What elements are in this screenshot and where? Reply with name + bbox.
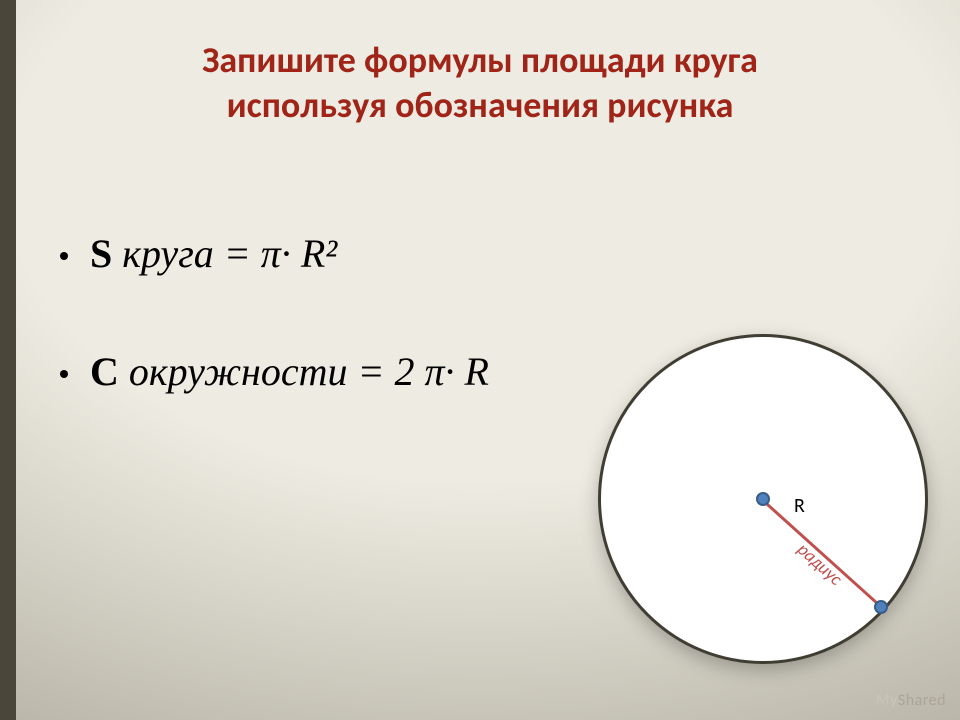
watermark-part1: My bbox=[876, 691, 898, 710]
list-item: S круга = π· R² bbox=[60, 230, 489, 278]
formula-area: S круга = π· R² bbox=[90, 230, 337, 278]
watermark-part2: Shared bbox=[898, 691, 946, 710]
R-label: R bbox=[794, 494, 805, 518]
slide-title: Запишите формулы площади круга используя… bbox=[0, 38, 960, 128]
bullet-list: S круга = π· R² C окружности = 2 π· R bbox=[60, 230, 489, 466]
slide: Запишите формулы площади круга используя… bbox=[0, 0, 960, 720]
list-item: C окружности = 2 π· R bbox=[60, 348, 489, 396]
formula-circumference: C окружности = 2 π· R bbox=[90, 348, 489, 396]
title-line-2: используя обозначения рисунка bbox=[227, 83, 734, 127]
center-point-icon bbox=[756, 492, 770, 506]
bullet-dot-icon bbox=[60, 252, 68, 260]
formula-symbol: C bbox=[90, 349, 119, 394]
edge-point-icon bbox=[874, 600, 888, 614]
formula-symbol: S bbox=[90, 231, 112, 276]
formula-body: окружности = 2 π· R bbox=[119, 349, 489, 394]
bullet-dot-icon bbox=[60, 370, 68, 378]
title-line-1: Запишите формулы площади круга bbox=[202, 38, 758, 82]
circle-diagram: R радиус bbox=[598, 334, 928, 664]
watermark: MyShared bbox=[876, 691, 946, 710]
formula-body: круга = π· R² bbox=[112, 231, 337, 276]
